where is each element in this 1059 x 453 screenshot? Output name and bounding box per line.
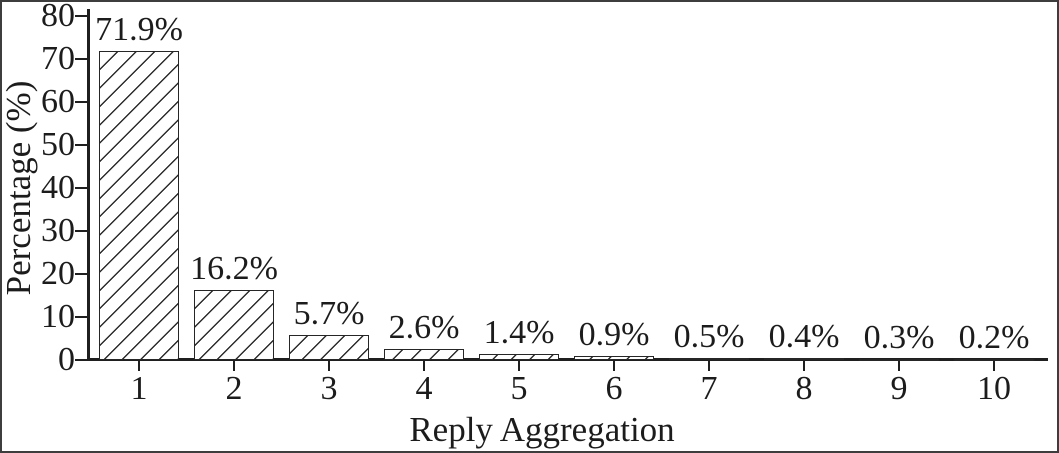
y-tick-mark (75, 273, 88, 275)
bar-value-label: 0.4% (768, 318, 840, 355)
y-tick-label: 10 (41, 298, 75, 335)
y-tick-mark (75, 101, 88, 103)
x-tick-label: 10 (977, 370, 1011, 407)
x-tick-label: 5 (510, 370, 528, 407)
bar (479, 354, 559, 360)
bar-value-label: 0.9% (578, 316, 650, 353)
y-tick-label: 70 (41, 40, 75, 77)
bar-value-label: 0.2% (958, 319, 1030, 356)
x-tick-label: 7 (700, 370, 718, 407)
y-tick-mark (75, 316, 88, 318)
x-tick-label: 9 (890, 370, 908, 407)
bar-value-label: 0.5% (673, 318, 745, 355)
bar (99, 51, 179, 360)
bar-value-label: 5.7% (293, 295, 365, 332)
x-tick-label: 8 (795, 370, 813, 407)
x-axis-title: Reply Aggregation (409, 410, 675, 449)
bar (574, 356, 654, 360)
x-tick-mark (328, 361, 330, 371)
x-tick-mark (518, 361, 520, 371)
bar-value-label: 1.4% (483, 314, 555, 351)
y-tick-label: 0 (58, 341, 75, 378)
y-tick-label: 80 (41, 0, 75, 34)
y-tick-mark (75, 359, 88, 361)
y-tick-label: 40 (41, 169, 75, 206)
bar (669, 358, 749, 360)
y-tick-label: 30 (41, 212, 75, 249)
x-tick-mark (803, 361, 805, 371)
bar (194, 290, 274, 360)
x-tick-label: 2 (225, 370, 243, 407)
x-axis-line (87, 358, 1048, 361)
y-tick-mark (75, 58, 88, 60)
y-tick-label: 20 (41, 255, 75, 292)
bar (289, 335, 369, 360)
x-tick-mark (993, 361, 995, 371)
y-tick-label: 60 (41, 83, 75, 120)
bar (859, 359, 939, 361)
x-tick-mark (613, 361, 615, 371)
x-tick-mark (898, 361, 900, 371)
y-axis-line (87, 9, 90, 360)
x-tick-mark (233, 361, 235, 371)
x-tick-label: 6 (605, 370, 623, 407)
bar (384, 349, 464, 360)
bar-value-label: 71.9% (95, 11, 183, 48)
bar-value-label: 16.2% (190, 250, 278, 287)
y-tick-mark (75, 15, 88, 17)
x-tick-label: 1 (130, 370, 148, 407)
x-tick-mark (138, 361, 140, 371)
y-tick-mark (75, 230, 88, 232)
y-tick-mark (75, 144, 88, 146)
bar-value-label: 2.6% (388, 309, 460, 346)
x-tick-mark (423, 361, 425, 371)
y-tick-label: 50 (41, 126, 75, 163)
x-tick-mark (708, 361, 710, 371)
y-tick-mark (75, 187, 88, 189)
bar (954, 359, 1034, 361)
x-tick-label: 3 (320, 370, 338, 407)
bar-value-label: 0.3% (863, 319, 935, 356)
x-tick-label: 4 (415, 370, 433, 407)
bar (764, 358, 844, 360)
